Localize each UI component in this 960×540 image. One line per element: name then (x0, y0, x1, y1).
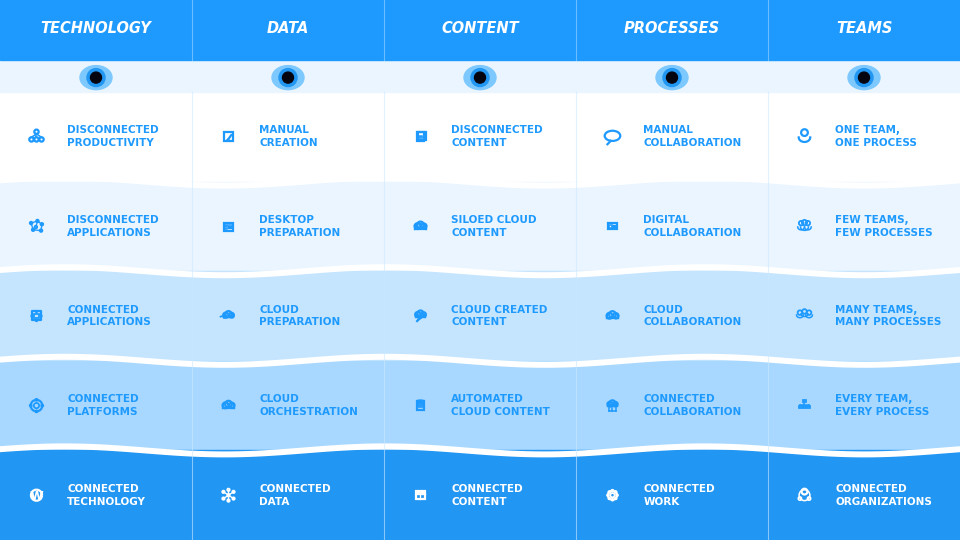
Bar (419, 132, 426, 140)
Circle shape (616, 494, 618, 496)
Circle shape (614, 497, 616, 500)
Bar (799, 406, 802, 408)
Bar (226, 226, 228, 229)
Text: ONE TEAM,
ONE PROCESS: ONE TEAM, ONE PROCESS (835, 125, 917, 148)
Ellipse shape (656, 65, 688, 90)
Text: CLOUD
PREPARATION: CLOUD PREPARATION (259, 305, 341, 327)
Text: DISCONNECTED
APPLICATIONS: DISCONNECTED APPLICATIONS (67, 215, 158, 238)
Text: CONNECTED
CONTENT: CONNECTED CONTENT (451, 484, 523, 507)
Bar (0, 271, 960, 361)
Circle shape (607, 494, 609, 496)
Circle shape (36, 320, 37, 321)
Bar (32, 312, 41, 321)
Circle shape (474, 72, 486, 83)
Circle shape (609, 497, 611, 500)
Circle shape (614, 491, 616, 493)
Text: FEW TEAMS,
FEW PROCESSES: FEW TEAMS, FEW PROCESSES (835, 215, 933, 238)
Circle shape (609, 491, 611, 493)
Ellipse shape (272, 65, 304, 90)
Text: EVERY TEAM,
EVERY PROCESS: EVERY TEAM, EVERY PROCESS (835, 394, 929, 417)
Text: AUTOMATED
CLOUD CONTENT: AUTOMATED CLOUD CONTENT (451, 394, 550, 417)
Bar (417, 132, 424, 140)
Text: DISCONNECTED
CONTENT: DISCONNECTED CONTENT (451, 125, 542, 148)
Circle shape (855, 69, 873, 86)
Text: DESKTOP
PREPARATION: DESKTOP PREPARATION (259, 215, 341, 238)
Bar (807, 406, 810, 408)
Bar (417, 491, 424, 500)
Text: PROCESSES: PROCESSES (624, 21, 720, 36)
Text: DISCONNECTED
PRODUCTIVITY: DISCONNECTED PRODUCTIVITY (67, 125, 158, 148)
Bar (35, 314, 38, 318)
Circle shape (36, 410, 37, 413)
Bar (0, 181, 960, 271)
Text: MANUAL
CREATION: MANUAL CREATION (259, 125, 318, 148)
Bar (610, 225, 612, 228)
Circle shape (663, 69, 681, 86)
Circle shape (228, 494, 230, 497)
Circle shape (41, 404, 43, 407)
Bar (0, 0, 960, 60)
Text: CONNECTED
PLATFORMS: CONNECTED PLATFORMS (67, 394, 139, 417)
Circle shape (90, 72, 102, 83)
Bar (0, 60, 960, 92)
Circle shape (666, 72, 678, 83)
Circle shape (30, 404, 32, 407)
Circle shape (40, 315, 42, 317)
Bar (0, 361, 960, 450)
Text: CLOUD
ORCHESTRATION: CLOUD ORCHESTRATION (259, 394, 358, 417)
Bar (418, 401, 423, 410)
Text: CONNECTED
COLLABORATION: CONNECTED COLLABORATION (643, 394, 741, 417)
Bar (225, 132, 233, 141)
Text: CLOUD CREATED
CONTENT: CLOUD CREATED CONTENT (451, 305, 547, 327)
Circle shape (279, 69, 297, 86)
Bar (803, 400, 805, 402)
Bar (609, 224, 616, 230)
Circle shape (421, 492, 423, 494)
Circle shape (36, 399, 37, 401)
Bar (0, 450, 960, 540)
Text: CONNECTED
TECHNOLOGY: CONNECTED TECHNOLOGY (67, 484, 146, 507)
Circle shape (36, 310, 37, 313)
Circle shape (416, 226, 418, 227)
Bar (0, 92, 960, 181)
Circle shape (87, 69, 105, 86)
Text: CONNECTED
DATA: CONNECTED DATA (259, 484, 331, 507)
Ellipse shape (464, 65, 496, 90)
Ellipse shape (848, 65, 880, 90)
Text: CONNECTED
ORGANIZATIONS: CONNECTED ORGANIZATIONS (835, 484, 932, 507)
Text: SILOED CLOUD
CONTENT: SILOED CLOUD CONTENT (451, 215, 537, 238)
Circle shape (612, 498, 613, 501)
Text: DATA: DATA (267, 21, 309, 36)
Circle shape (418, 492, 420, 494)
Circle shape (420, 224, 421, 225)
Text: TEAMS: TEAMS (836, 21, 892, 36)
Circle shape (471, 69, 489, 86)
Text: CONNECTED
WORK: CONNECTED WORK (643, 484, 715, 507)
Text: CLOUD
COLLABORATION: CLOUD COLLABORATION (643, 305, 741, 327)
Circle shape (31, 315, 33, 317)
Circle shape (612, 490, 613, 492)
Circle shape (423, 226, 425, 227)
Bar (225, 224, 233, 231)
Circle shape (858, 72, 870, 83)
Text: CONTENT: CONTENT (442, 21, 518, 36)
Text: MANY TEAMS,
MANY PROCESSES: MANY TEAMS, MANY PROCESSES (835, 305, 942, 327)
Text: DIGITAL
COLLABORATION: DIGITAL COLLABORATION (643, 215, 741, 238)
Circle shape (282, 72, 294, 83)
Text: w: w (30, 488, 43, 503)
Text: CONNECTED
APPLICATIONS: CONNECTED APPLICATIONS (67, 305, 152, 327)
Ellipse shape (80, 65, 112, 90)
Text: MANUAL
COLLABORATION: MANUAL COLLABORATION (643, 125, 741, 148)
Bar (803, 406, 805, 408)
Text: TECHNOLOGY: TECHNOLOGY (40, 21, 152, 36)
